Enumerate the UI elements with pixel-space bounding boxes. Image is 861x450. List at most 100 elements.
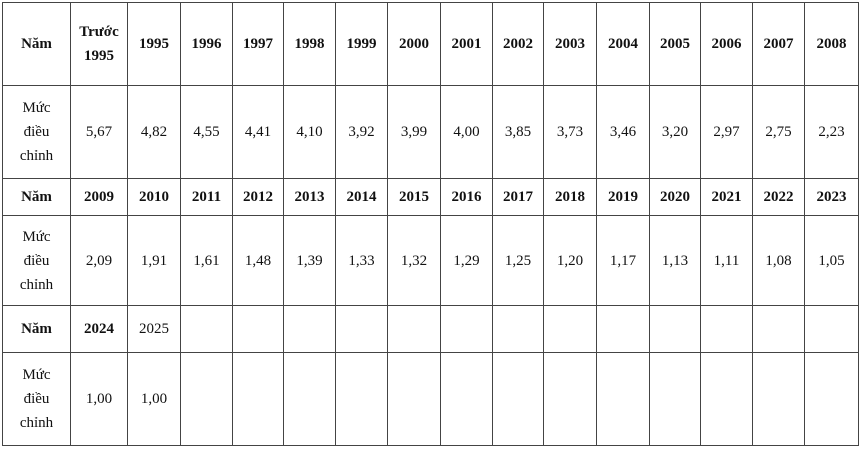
rate-row: Mức điều chỉnh 1,00 1,00 <box>2 352 859 446</box>
year-cell: 1996 <box>180 2 233 86</box>
year-cell: 2012 <box>232 178 284 216</box>
year-cell-text: 2019 <box>608 189 638 205</box>
rate-cell-text: 4,41 <box>244 124 272 140</box>
year-cell-text: 2022 <box>763 189 794 205</box>
year-cell-text: 2015 <box>399 189 429 205</box>
rate-cell: 1,20 <box>543 215 597 306</box>
rate-cell-text: 3,92 <box>348 124 375 140</box>
empty-cell <box>283 352 336 446</box>
rate-cell-text: 2,23 <box>818 124 845 140</box>
year-cell-text: 2009 <box>84 189 114 205</box>
year-cell: 2022 <box>752 178 805 216</box>
year-cell-text: 2014 <box>346 189 377 205</box>
rate-cell: 1,11 <box>700 215 753 306</box>
rate-label: Mức điều chỉnh <box>2 85 71 179</box>
year-label-text: Năm <box>21 189 52 205</box>
rate-cell-text: 2,09 <box>85 252 113 269</box>
empty-cell <box>543 305 597 353</box>
empty-cell <box>649 305 701 353</box>
rate-cell-text: 3,85 <box>504 124 532 140</box>
year-label: Năm <box>2 2 71 86</box>
rate-cell: 3,85 <box>492 85 544 179</box>
year-cell-text: 1995 <box>139 36 169 52</box>
year-cell-text: 2007 <box>763 36 794 52</box>
year-row: Năm Trước 1995 1995 1996 1997 1998 1999 2000 200… <box>2 2 859 86</box>
year-cell-text: 2006 <box>711 36 742 52</box>
empty-cell <box>596 305 650 353</box>
year-cell: 2002 <box>492 2 544 86</box>
rate-cell: 3,20 <box>649 85 701 179</box>
rate-cell-text: 3,20 <box>661 124 689 140</box>
rate-cell-text: 2,75 <box>765 124 792 140</box>
year-cell-text: 2011 <box>191 189 222 205</box>
rate-cell: 1,29 <box>440 215 493 306</box>
year-cell: 2016 <box>440 178 493 216</box>
year-label: Năm <box>2 305 71 353</box>
empty-cell <box>335 352 388 446</box>
rate-cell: 1,00 <box>70 352 128 446</box>
rate-cell-text: 1,61 <box>193 252 220 269</box>
rate-cell-text: 4,82 <box>140 124 168 140</box>
year-cell-text: 2024 <box>84 321 114 337</box>
year-cell: 2005 <box>649 2 701 86</box>
rate-cell-text: 3,99 <box>400 124 428 140</box>
rate-label-text: Mức điều chỉnh <box>19 100 54 164</box>
year-cell: 2008 <box>804 2 859 86</box>
empty-cell <box>649 352 701 446</box>
rate-cell: 4,00 <box>440 85 493 179</box>
rate-cell-text: 1,08 <box>765 252 792 269</box>
year-cell-text: 2020 <box>660 189 690 205</box>
year-cell-text: 1999 <box>346 36 377 52</box>
year-cell-text: 2025 <box>139 321 169 337</box>
year-cell: 2003 <box>543 2 597 86</box>
empty-cell <box>440 305 493 353</box>
empty-cell <box>492 352 544 446</box>
empty-cell <box>700 305 753 353</box>
rate-cell: 1,13 <box>649 215 701 306</box>
rate-cell: 1,61 <box>180 215 233 306</box>
year-cell: 2009 <box>70 178 128 216</box>
empty-cell <box>335 305 388 353</box>
year-cell-text: 2004 <box>608 36 638 52</box>
rate-cell-text: 1,11 <box>713 252 740 269</box>
year-cell: 2015 <box>387 178 441 216</box>
year-cell: 2024 <box>70 305 128 353</box>
rate-cell-text: 1,33 <box>348 252 375 269</box>
empty-cell <box>596 352 650 446</box>
rate-cell-text: 3,46 <box>609 124 637 140</box>
empty-cell <box>804 305 859 353</box>
rate-cell: 3,46 <box>596 85 650 179</box>
year-cell: 2018 <box>543 178 597 216</box>
empty-cell <box>492 305 544 353</box>
year-cell-text: 1998 <box>294 36 325 52</box>
year-cell: 2010 <box>127 178 181 216</box>
rate-cell: 2,75 <box>752 85 805 179</box>
rate-cell-text: 1,25 <box>504 252 532 269</box>
rate-label-text: Mức điều chỉnh <box>19 367 54 431</box>
rate-cell: 1,48 <box>232 215 284 306</box>
year-cell: 2004 <box>596 2 650 86</box>
year-cell-text: 2002 <box>503 36 533 52</box>
year-cell: 1995 <box>127 2 181 86</box>
rate-cell-text: 1,17 <box>609 252 637 269</box>
empty-cell <box>700 352 753 446</box>
rate-cell: 2,09 <box>70 215 128 306</box>
rate-row: Mức điều chỉnh 2,09 1,91 1,61 1,48 1,39 1,33 1,… <box>2 215 859 306</box>
rate-cell: 2,23 <box>804 85 859 179</box>
year-cell-text: 2021 <box>711 189 742 205</box>
rate-cell-text: 1,13 <box>661 252 689 269</box>
rate-cell-text: 4,00 <box>453 124 480 140</box>
rate-cell-text: 1,05 <box>818 252 845 269</box>
empty-cell <box>804 352 859 446</box>
empty-cell <box>543 352 597 446</box>
rate-cell: 4,41 <box>232 85 284 179</box>
empty-cell <box>232 352 284 446</box>
rate-cell: 4,55 <box>180 85 233 179</box>
rate-cell-text: 1,20 <box>556 252 584 269</box>
year-cell: 2019 <box>596 178 650 216</box>
empty-cell <box>180 352 233 446</box>
year-cell-text: 2017 <box>503 189 533 205</box>
empty-cell <box>752 305 805 353</box>
empty-cell <box>283 305 336 353</box>
year-cell: 2011 <box>180 178 233 216</box>
